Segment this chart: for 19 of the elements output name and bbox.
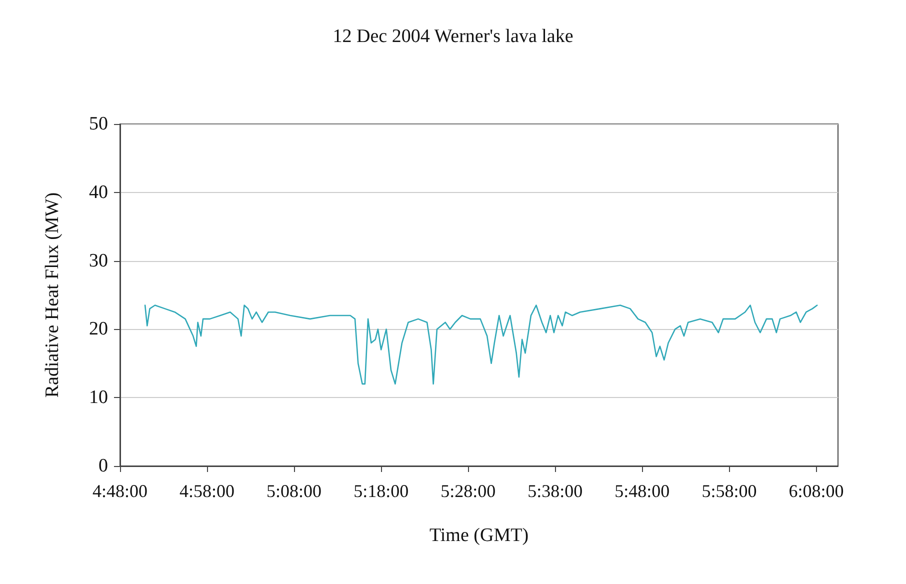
x-tick-label: 6:08:00 xyxy=(788,481,844,501)
x-tick-label: 5:58:00 xyxy=(702,481,757,501)
y-tick-label: 10 xyxy=(89,387,108,408)
x-axis-title: Time (GMT) xyxy=(429,525,529,546)
x-tick-label: 5:28:00 xyxy=(440,481,496,501)
x-tick-label: 5:08:00 xyxy=(266,481,322,501)
y-tick-label: 40 xyxy=(89,182,108,203)
x-tick-label: 5:18:00 xyxy=(354,481,409,501)
y-tick-label: 0 xyxy=(98,456,108,476)
y-tick-label: 30 xyxy=(89,250,108,272)
x-tick-label: 5:48:00 xyxy=(614,481,670,501)
x-tick-label: 4:48:00 xyxy=(92,481,148,501)
x-tick-label: 5:38:00 xyxy=(528,481,583,501)
y-tick-label: 20 xyxy=(89,318,108,340)
y-axis-title: Radiative Heat Flux (MW) xyxy=(42,192,63,398)
chart-title: 12 Dec 2004 Werner's lava lake xyxy=(332,26,574,47)
x-tick-label: 4:58:00 xyxy=(180,481,235,501)
line-series xyxy=(144,304,818,385)
y-tick-label: 50 xyxy=(89,114,108,134)
